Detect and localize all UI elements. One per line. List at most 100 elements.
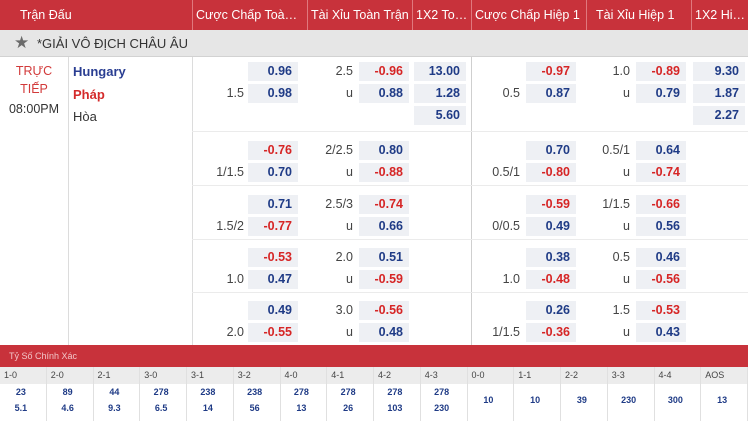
h1-1x2-odds[interactable]: 9.30 (693, 62, 745, 81)
correct-score-cell[interactable]: 2-1 44 9.3 (93, 367, 141, 421)
correct-score-cell[interactable]: 3-3 230 (607, 367, 655, 421)
score-odds[interactable]: 44 (109, 387, 120, 397)
h1-under-odds[interactable]: 0.79 (636, 84, 686, 103)
correct-score-cell[interactable]: 4-4 300 (654, 367, 702, 421)
ft-handicap-away-odds[interactable]: -0.77 (248, 217, 298, 236)
score-odds[interactable]: 230 (621, 395, 637, 405)
header-h1-handicap[interactable]: Cược Chấp Hiệp 1 (475, 8, 580, 22)
ft-over-odds[interactable]: 0.80 (359, 141, 409, 160)
h1-over-odds[interactable]: 0.64 (636, 141, 686, 160)
ft-handicap-home-odds[interactable]: 0.49 (248, 301, 298, 320)
score-odds[interactable]: 13 (717, 395, 728, 405)
score-odds[interactable]: 278 (434, 387, 450, 397)
ft-handicap-home-odds[interactable]: 0.71 (248, 195, 298, 214)
ft-under-odds[interactable]: 0.88 (359, 84, 409, 103)
header-ft-1x2[interactable]: 1X2 Toàn Trận (416, 8, 470, 22)
score-odds-reverse[interactable]: 13 (296, 403, 307, 413)
score-odds[interactable]: 278 (153, 387, 169, 397)
correct-score-cell[interactable]: 4-2 278 103 (374, 367, 421, 421)
score-odds[interactable]: 89 (62, 387, 73, 397)
h1-handicap-home-odds[interactable]: 0.70 (526, 141, 576, 160)
header-match[interactable]: Trận Đấu (20, 8, 72, 22)
score-odds-reverse[interactable]: 103 (387, 403, 403, 413)
ft-handicap-home-odds[interactable]: -0.76 (248, 141, 298, 160)
ft-over-odds[interactable]: -0.74 (359, 195, 409, 214)
correct-score-cell[interactable]: 3-0 278 6.5 (140, 367, 187, 421)
h1-handicap-away-odds[interactable]: -0.48 (526, 270, 576, 289)
score-odds-reverse[interactable]: 230 (434, 403, 450, 413)
correct-score-cell[interactable]: AOS 13 (701, 367, 748, 421)
score-odds-reverse[interactable]: 26 (343, 403, 354, 413)
score-odds[interactable]: 23 (15, 387, 26, 397)
correct-score-cell[interactable]: 2-0 89 4.6 (46, 367, 94, 421)
header-h1-over-under[interactable]: Tài Xỉu Hiệp 1 (596, 8, 675, 22)
score-label: 1-0 (0, 367, 46, 384)
h1-1x2-odds[interactable]: 1.87 (693, 84, 745, 103)
ft-over-odds[interactable]: 0.51 (359, 248, 409, 267)
ft-handicap-home-odds[interactable]: 0.96 (248, 62, 298, 81)
star-icon[interactable]: ★ (14, 33, 30, 52)
score-odds[interactable]: 278 (387, 387, 403, 397)
score-odds-reverse[interactable]: 4.6 (61, 403, 74, 413)
h1-1x2-odds[interactable]: 2.27 (693, 106, 745, 125)
ft-under-odds[interactable]: -0.59 (359, 270, 409, 289)
correct-score-cell[interactable]: 1-1 10 (514, 367, 561, 421)
ft-under-odds[interactable]: 0.48 (359, 323, 409, 342)
score-odds-reverse[interactable]: 56 (249, 403, 260, 413)
header-ft-over-under[interactable]: Tài Xỉu Toàn Trận (311, 8, 409, 22)
score-odds-reverse[interactable]: 6.5 (154, 403, 168, 413)
score-odds[interactable]: 278 (340, 387, 356, 397)
h1-handicap-home-odds[interactable]: -0.59 (526, 195, 576, 214)
h1-over-odds[interactable]: -0.66 (636, 195, 686, 214)
h1-over-odds[interactable]: -0.89 (636, 62, 686, 81)
h1-under-odds[interactable]: -0.74 (636, 163, 686, 182)
correct-score-cell[interactable]: 1-0 23 5.1 (0, 367, 47, 421)
h1-handicap-away-odds[interactable]: 0.49 (526, 217, 576, 236)
score-odds[interactable]: 39 (576, 395, 587, 405)
score-odds[interactable]: 238 (200, 387, 216, 397)
correct-score-cell[interactable]: 0-0 10 (467, 367, 515, 421)
h1-handicap-away-odds[interactable]: 0.87 (526, 84, 576, 103)
score-odds[interactable]: 300 (667, 395, 683, 405)
ft-1x2-odds[interactable]: 13.00 (414, 62, 466, 81)
correct-score-cell[interactable]: 3-1 238 14 (187, 367, 234, 421)
correct-score-cell[interactable]: 4-3 278 230 (420, 367, 468, 421)
h1-over-odds[interactable]: -0.53 (636, 301, 686, 320)
away-team[interactable]: Pháp (73, 87, 105, 102)
ft-1x2-odds[interactable]: 5.60 (414, 106, 466, 125)
header-h1-1x2[interactable]: 1X2 Hiệp 1 (695, 8, 748, 22)
score-odds-reverse[interactable]: 14 (202, 403, 213, 413)
score-odds[interactable]: 10 (483, 395, 494, 405)
ft-handicap-away-odds[interactable]: 0.70 (248, 163, 298, 182)
score-odds[interactable]: 278 (293, 387, 309, 397)
h1-handicap-home-odds[interactable]: 0.38 (526, 248, 576, 267)
h1-handicap-away-odds[interactable]: -0.80 (526, 163, 576, 182)
ft-1x2-odds[interactable]: 1.28 (414, 84, 466, 103)
h1-handicap-away-odds[interactable]: -0.36 (526, 323, 576, 342)
h1-under-odds[interactable]: 0.43 (636, 323, 686, 342)
ft-over-odds[interactable]: -0.96 (359, 62, 409, 81)
ft-handicap-away-odds[interactable]: -0.55 (248, 323, 298, 342)
ft-handicap-away-odds[interactable]: 0.98 (248, 84, 298, 103)
h1-handicap-home-odds[interactable]: -0.97 (526, 62, 576, 81)
ft-under-odds[interactable]: 0.66 (359, 217, 409, 236)
ft-handicap-home-odds[interactable]: -0.53 (248, 248, 298, 267)
score-odds[interactable]: 10 (530, 395, 541, 405)
league-row[interactable]: ★ *GIẢI VÔ ĐỊCH CHÂU ÂU (0, 30, 748, 57)
ft-handicap-away-odds[interactable]: 0.47 (248, 270, 298, 289)
correct-score-cell[interactable]: 4-1 278 26 (327, 367, 374, 421)
correct-score-cell[interactable]: 3-2 238 56 (233, 367, 281, 421)
ft-under-odds[interactable]: -0.88 (359, 163, 409, 182)
header-ft-handicap[interactable]: Cược Chấp Toàn Trận (196, 8, 306, 22)
score-odds[interactable]: 238 (247, 387, 263, 397)
ft-over-odds[interactable]: -0.56 (359, 301, 409, 320)
h1-under-odds[interactable]: 0.56 (636, 217, 686, 236)
score-odds-reverse[interactable]: 9.3 (108, 403, 121, 413)
h1-over-odds[interactable]: 0.46 (636, 248, 686, 267)
h1-under-odds[interactable]: -0.56 (636, 270, 686, 289)
correct-score-cell[interactable]: 4-0 278 13 (280, 367, 328, 421)
correct-score-cell[interactable]: 2-2 39 (561, 367, 608, 421)
score-odds-reverse[interactable]: 5.1 (14, 403, 28, 413)
h1-handicap-home-odds[interactable]: 0.26 (526, 301, 576, 320)
home-team[interactable]: Hungary (73, 64, 126, 79)
